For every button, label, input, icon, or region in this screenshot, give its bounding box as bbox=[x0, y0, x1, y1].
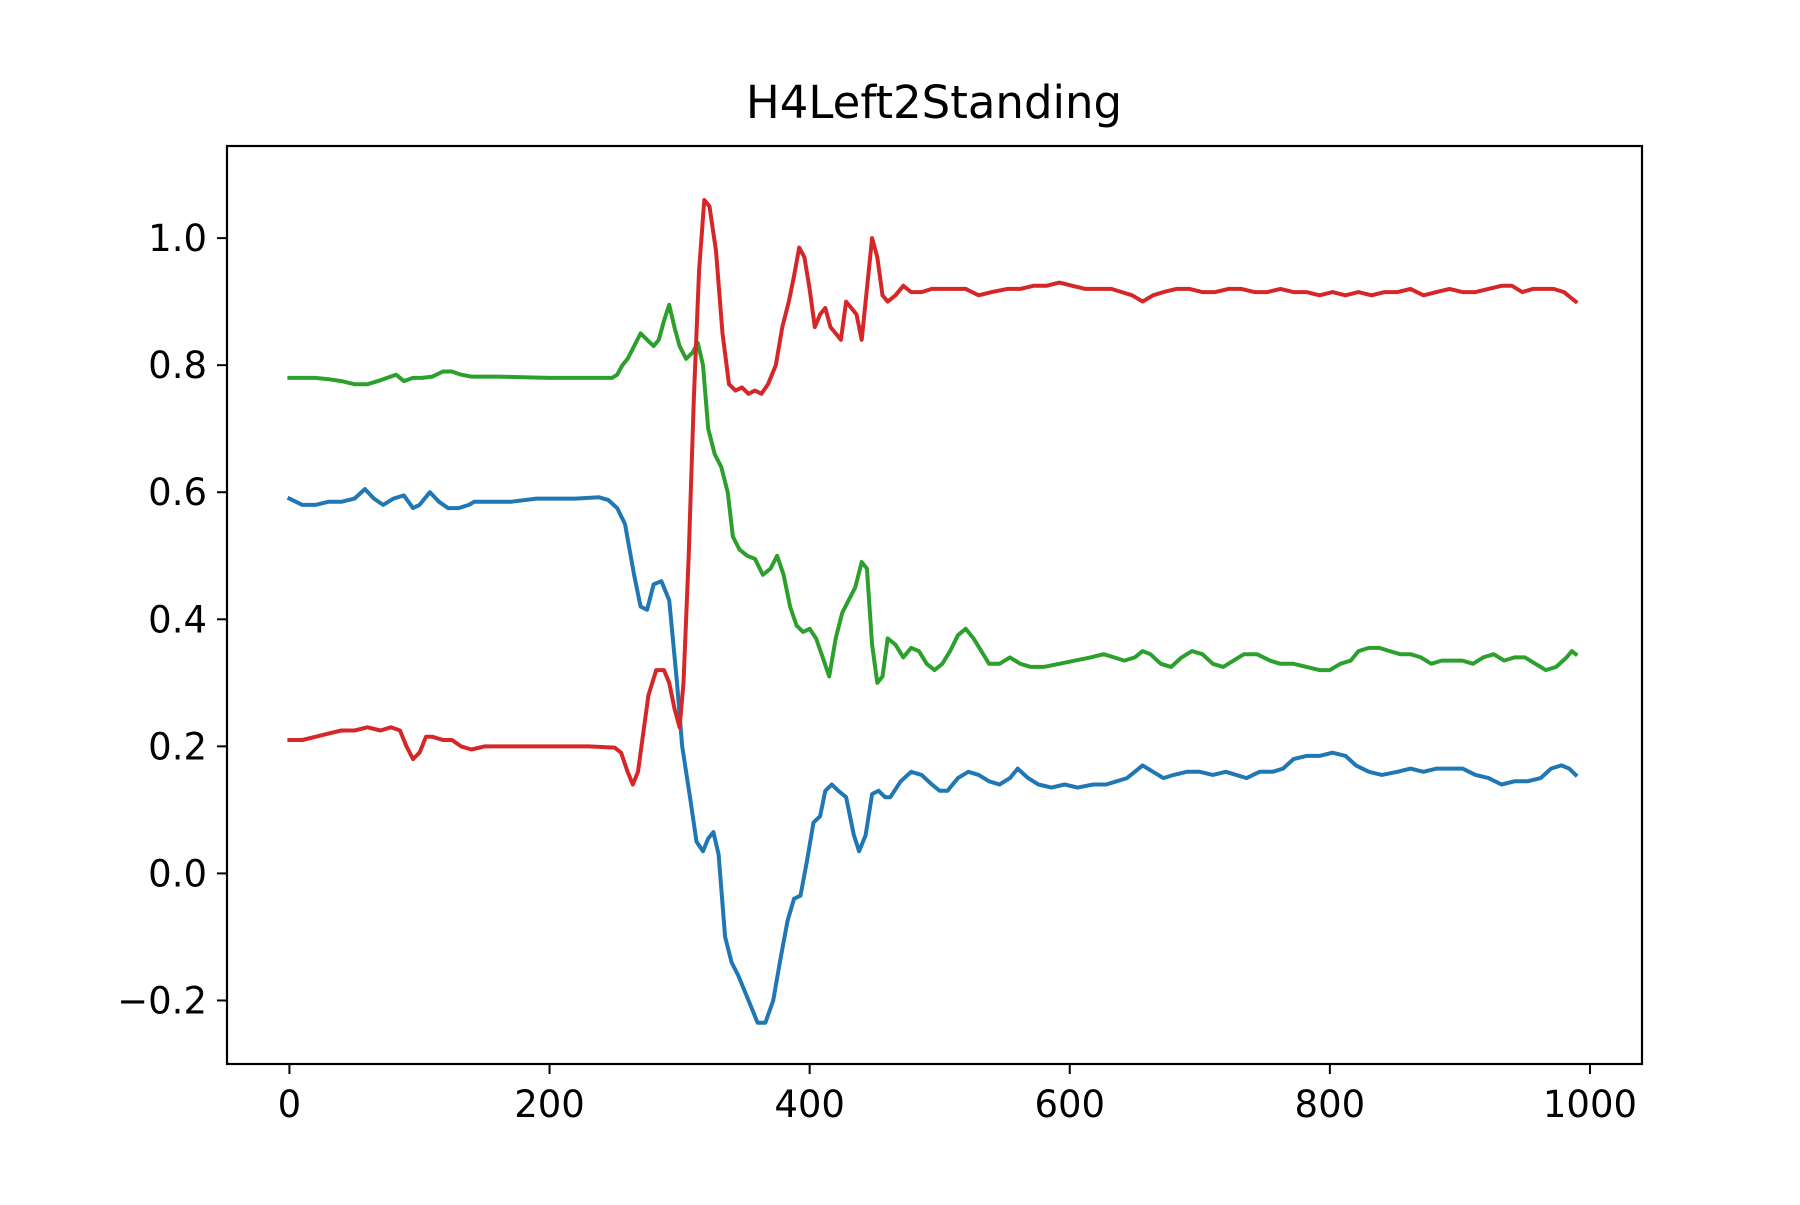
x-tick-label: 1000 bbox=[1543, 1083, 1637, 1126]
series-line-1 bbox=[286, 487, 1579, 1025]
plot-frame bbox=[225, 144, 1644, 1066]
y-tick-label: 0.2 bbox=[148, 725, 207, 768]
chart-title: H4Left2Standing bbox=[746, 76, 1122, 129]
series-line-2 bbox=[287, 302, 1579, 685]
y-tick-label: −0.2 bbox=[117, 979, 207, 1022]
y-tick-label: 0.4 bbox=[148, 598, 207, 641]
x-tick-label: 800 bbox=[1295, 1083, 1366, 1126]
x-tick-label: 0 bbox=[278, 1083, 302, 1126]
tick-layer: 0 200 400 600 800 1000 −0.2 0.0 0.2 0.4 0.6 0.8 1.0 bbox=[117, 217, 1637, 1126]
x-tick-label: 400 bbox=[774, 1083, 845, 1126]
x-tick-label: 600 bbox=[1034, 1083, 1105, 1126]
x-tick-label: 200 bbox=[514, 1083, 585, 1126]
series-layer bbox=[286, 198, 1579, 1025]
y-tick-label: 0.8 bbox=[148, 344, 207, 387]
y-tick-label: 1.0 bbox=[148, 217, 207, 260]
y-tick-label: 0.0 bbox=[148, 852, 207, 895]
series-line-3 bbox=[287, 198, 1579, 787]
y-tick-label: 0.6 bbox=[148, 471, 207, 514]
